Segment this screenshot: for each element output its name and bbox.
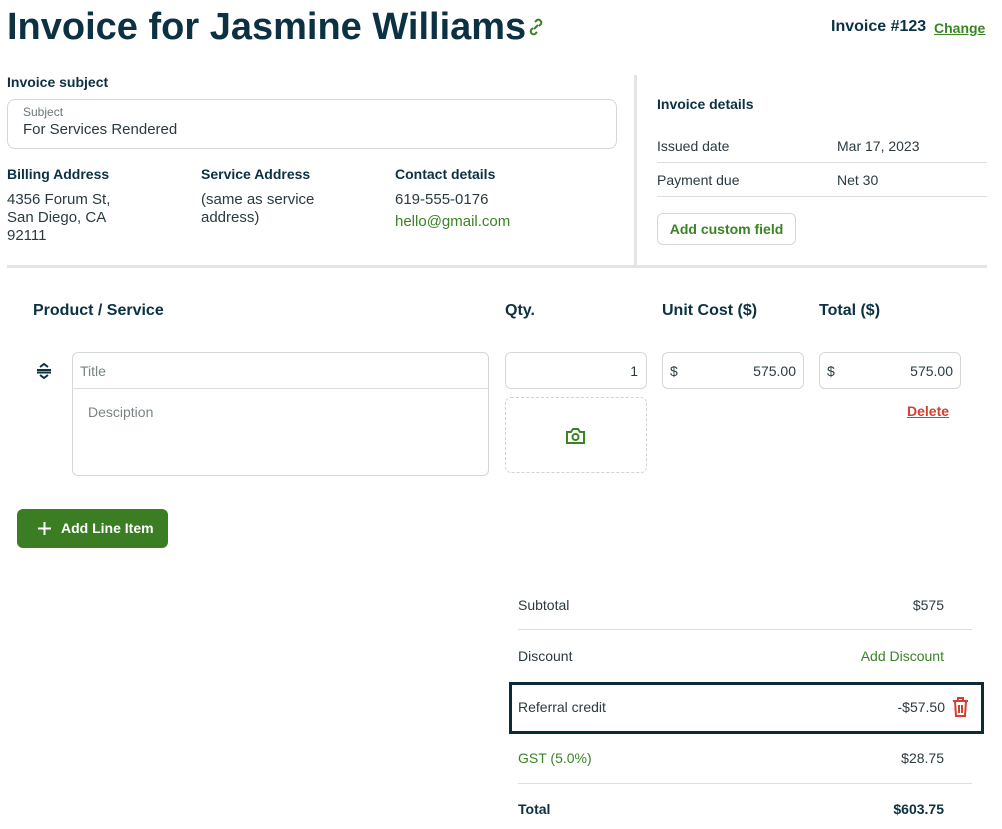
unit-cost-input[interactable]: [662, 352, 804, 389]
column-header: Unit Cost ($): [662, 302, 758, 319]
summary-label: Referral credit: [518, 699, 606, 715]
vertical-divider: [634, 75, 637, 266]
total-value: 575.00: [910, 363, 953, 379]
summary-label: Discount: [518, 648, 573, 664]
invoice-number: Invoice #123: [831, 18, 927, 35]
summary-value: $575: [912, 597, 944, 613]
highlight-box: [509, 682, 984, 734]
detail-value: Mar 17, 2023: [837, 138, 920, 154]
currency-symbol: $: [670, 363, 678, 379]
address-line: address): [201, 209, 260, 226]
total-label: Total: [518, 801, 551, 817]
subject-field-label: Subject: [23, 105, 64, 119]
row-divider: [518, 629, 972, 630]
total-amount: $603.75: [893, 801, 944, 817]
qty-input[interactable]: [505, 352, 647, 389]
qty-value: 1: [630, 363, 638, 379]
currency-symbol: $: [827, 363, 835, 379]
address-line: 4356 Forum St,: [7, 191, 111, 208]
item-input-group[interactable]: [72, 352, 489, 476]
column-header: Total ($): [819, 302, 881, 319]
subject-input[interactable]: [7, 99, 617, 149]
row-divider: [657, 162, 987, 163]
horizontal-divider: [7, 265, 987, 268]
photo-upload[interactable]: [505, 397, 647, 473]
summary-label: Subtotal: [518, 597, 570, 613]
address-label: Billing Address: [7, 166, 110, 182]
link-icon[interactable]: [526, 17, 546, 37]
drag-handle[interactable]: [35, 362, 53, 380]
row-divider: [518, 783, 972, 784]
contact-phone: 619-555-0176: [395, 191, 489, 208]
row-divider: [657, 196, 987, 197]
details-title: Invoice details: [657, 96, 754, 112]
contact-email[interactable]: hello@gmail.com: [395, 213, 511, 230]
add-custom-field-button[interactable]: Add custom field: [657, 213, 796, 245]
contact-label: Contact details: [395, 166, 496, 182]
column-header: Product / Service: [33, 302, 164, 319]
change-link[interactable]: Change: [934, 20, 986, 36]
add-line-item-label: Add Line Item: [61, 520, 154, 536]
summary-value: $28.75: [901, 750, 944, 766]
camera-icon: [566, 428, 585, 444]
trash-icon[interactable]: [952, 697, 969, 717]
subject-value: For Services Rendered: [23, 121, 178, 138]
address-line: 92111: [7, 227, 47, 244]
input-divider: [72, 388, 489, 389]
total-input[interactable]: [819, 352, 961, 389]
subject-section-label: Invoice subject: [7, 74, 109, 90]
plus-icon: [38, 522, 51, 535]
address-line: (same as service: [201, 191, 315, 208]
column-header: Qty.: [505, 302, 535, 319]
detail-label: Issued date: [657, 138, 730, 154]
description-placeholder: Desciption: [88, 404, 154, 420]
add-discount-link[interactable]: Add Discount: [860, 648, 944, 664]
detail-value: Net 30: [837, 172, 879, 188]
summary-label: GST (5.0%): [518, 750, 592, 766]
detail-label: Payment due: [657, 172, 740, 188]
add-line-item-button[interactable]: Add Line Item: [17, 509, 168, 548]
summary-value: -$57.50: [897, 699, 945, 715]
unit-cost-value: 575.00: [753, 363, 796, 379]
address-line: San Diego, CA: [7, 209, 107, 226]
address-label: Service Address: [201, 166, 311, 182]
page-title: Invoice for Jasmine Williams: [7, 6, 527, 48]
title-placeholder: Title: [80, 363, 106, 379]
delete-link[interactable]: Delete: [907, 403, 950, 419]
